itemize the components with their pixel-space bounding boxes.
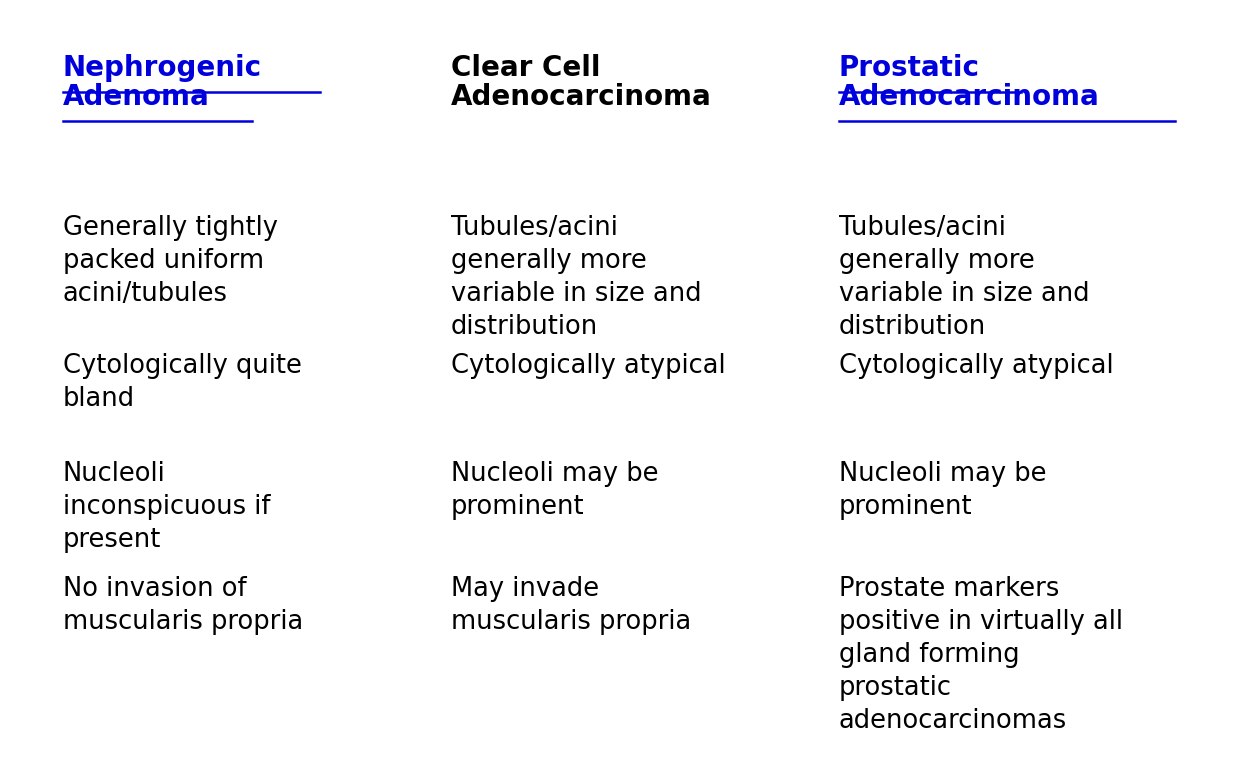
Text: Adenocarcinoma: Adenocarcinoma bbox=[839, 83, 1099, 111]
Text: Nephrogenic: Nephrogenic bbox=[63, 54, 262, 81]
Text: May invade
muscularis propria: May invade muscularis propria bbox=[451, 576, 691, 635]
Text: Nucleoli may be
prominent: Nucleoli may be prominent bbox=[839, 461, 1047, 520]
Text: Nucleoli
inconspicuous if
present: Nucleoli inconspicuous if present bbox=[63, 461, 270, 553]
Text: Adenocarcinoma: Adenocarcinoma bbox=[451, 83, 711, 111]
Text: Adenoma: Adenoma bbox=[63, 83, 209, 111]
Text: No invasion of
muscularis propria: No invasion of muscularis propria bbox=[63, 576, 303, 635]
Text: Cytologically atypical: Cytologically atypical bbox=[839, 353, 1113, 379]
Text: Tubules/acini
generally more
variable in size and
distribution: Tubules/acini generally more variable in… bbox=[451, 215, 701, 340]
Text: Prostatic: Prostatic bbox=[839, 54, 980, 81]
Text: Generally tightly
packed uniform
acini/tubules: Generally tightly packed uniform acini/t… bbox=[63, 215, 278, 307]
Text: Clear Cell: Clear Cell bbox=[451, 54, 600, 81]
Text: Cytologically quite
bland: Cytologically quite bland bbox=[63, 353, 302, 412]
Text: Prostate markers
positive in virtually all
gland forming
prostatic
adenocarcinom: Prostate markers positive in virtually a… bbox=[839, 576, 1123, 734]
Text: Tubules/acini
generally more
variable in size and
distribution: Tubules/acini generally more variable in… bbox=[839, 215, 1089, 340]
Text: Nucleoli may be
prominent: Nucleoli may be prominent bbox=[451, 461, 659, 520]
Text: Cytologically atypical: Cytologically atypical bbox=[451, 353, 725, 379]
